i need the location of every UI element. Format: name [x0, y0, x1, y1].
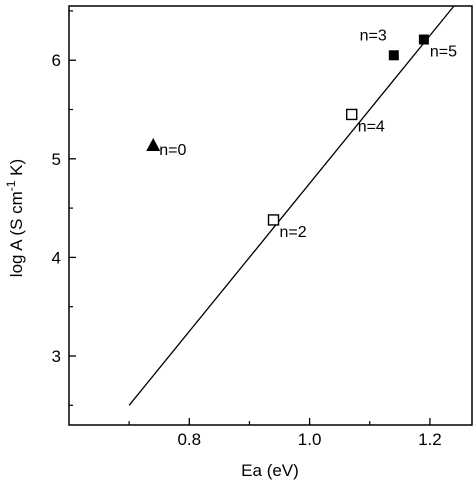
plot-frame [68, 5, 473, 426]
y-tick-label: 4 [52, 248, 61, 267]
marker-open-square [346, 108, 358, 121]
x-tick-label: 1.0 [298, 430, 322, 449]
point-label: n=3 [360, 27, 387, 44]
y-tick-label: 6 [52, 51, 61, 70]
marker-filled-square [388, 50, 399, 61]
y-tick-label: 5 [52, 150, 61, 169]
y-tick-label: 3 [52, 347, 61, 366]
x-tick-label: 0.8 [177, 430, 201, 449]
x-tick-label: 1.2 [418, 430, 442, 449]
marker-open-square [267, 214, 280, 226]
y-axis-label-main: log A (S cm [7, 191, 26, 277]
marker-filled-triangle [146, 138, 161, 152]
point-label: n=4 [358, 118, 385, 135]
point-label: n=5 [430, 44, 457, 61]
y-axis-label: log A (S cm-1 K) [4, 159, 26, 277]
fit-line [128, 5, 455, 406]
y-axis-label-superscript: -1 [4, 180, 18, 191]
point-label: n=0 [159, 142, 186, 159]
point-label: n=2 [280, 224, 307, 241]
y-axis-label-end: K) [7, 159, 26, 181]
x-axis-label: Ea (eV) [241, 461, 299, 480]
marker-filled-square [418, 34, 429, 45]
